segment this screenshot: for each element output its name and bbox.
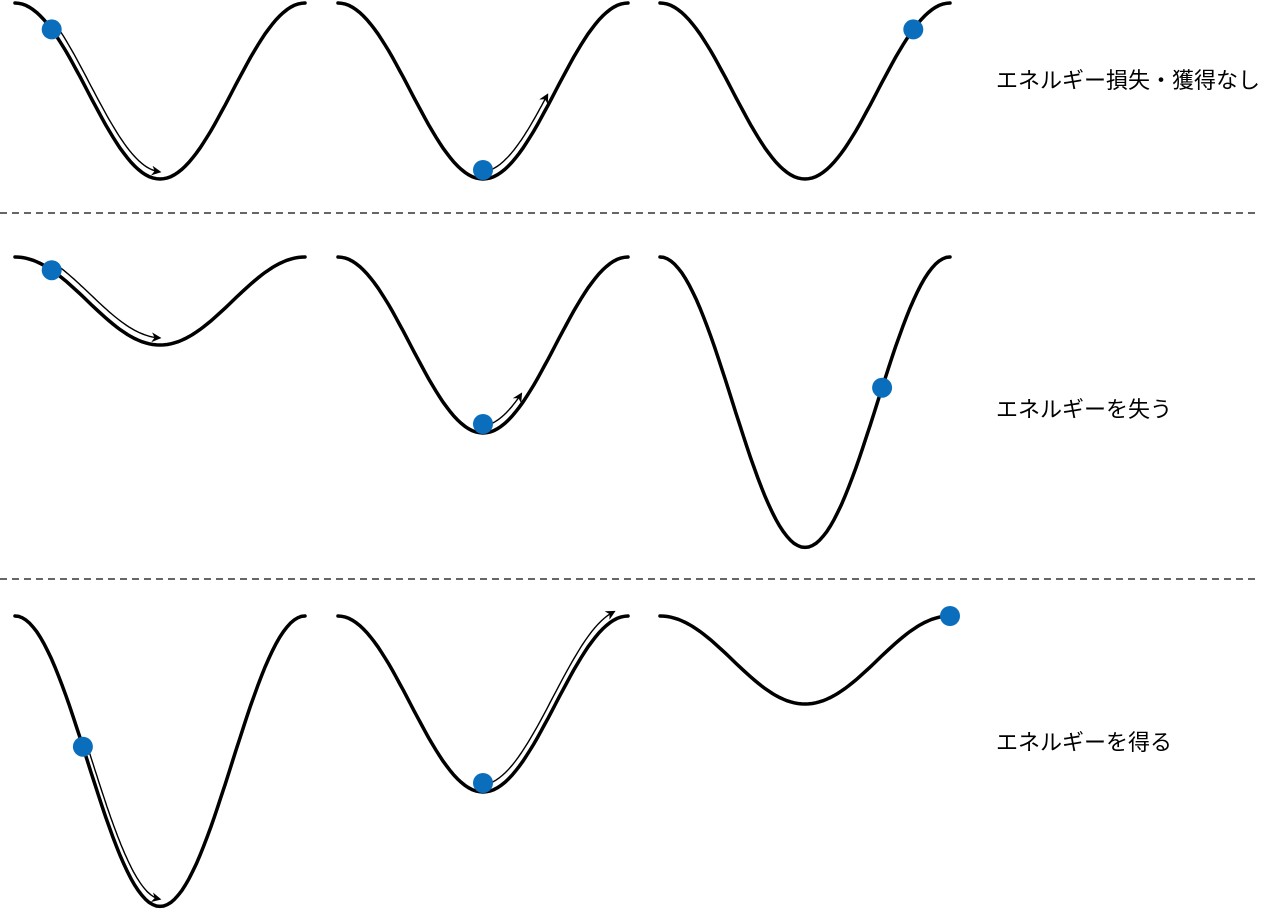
potential-well-curve: [13, 614, 307, 909]
potential-well-curve: [336, 1, 630, 181]
motion-arrow: [486, 610, 616, 785]
row-label-gains-energy: エネルギーを得る: [996, 731, 1173, 756]
motion-arrow: [57, 28, 162, 176]
motion-arrow: [58, 265, 162, 343]
potential-well-curve: [336, 255, 630, 435]
motion-arrow: [89, 753, 162, 903]
motion-arrow: [486, 93, 549, 172]
ball: [473, 414, 493, 434]
ball: [872, 377, 893, 398]
row-label-no-loss: エネルギー損失・獲得なし: [996, 69, 1261, 94]
panels-layer: [13, 1, 960, 909]
ball: [903, 19, 924, 40]
potential-well-curve: [658, 255, 952, 550]
ball: [72, 736, 93, 757]
ball: [940, 606, 960, 626]
potential-well-curve: [13, 1, 307, 181]
row-label-loses-energy: エネルギーを失う: [996, 398, 1173, 423]
ball: [41, 260, 62, 281]
ball: [41, 19, 62, 40]
potential-well-curve: [658, 614, 952, 706]
potential-well-curve: [658, 1, 952, 181]
potential-well-curve: [13, 255, 307, 347]
ball: [473, 160, 493, 180]
ball: [473, 773, 493, 793]
